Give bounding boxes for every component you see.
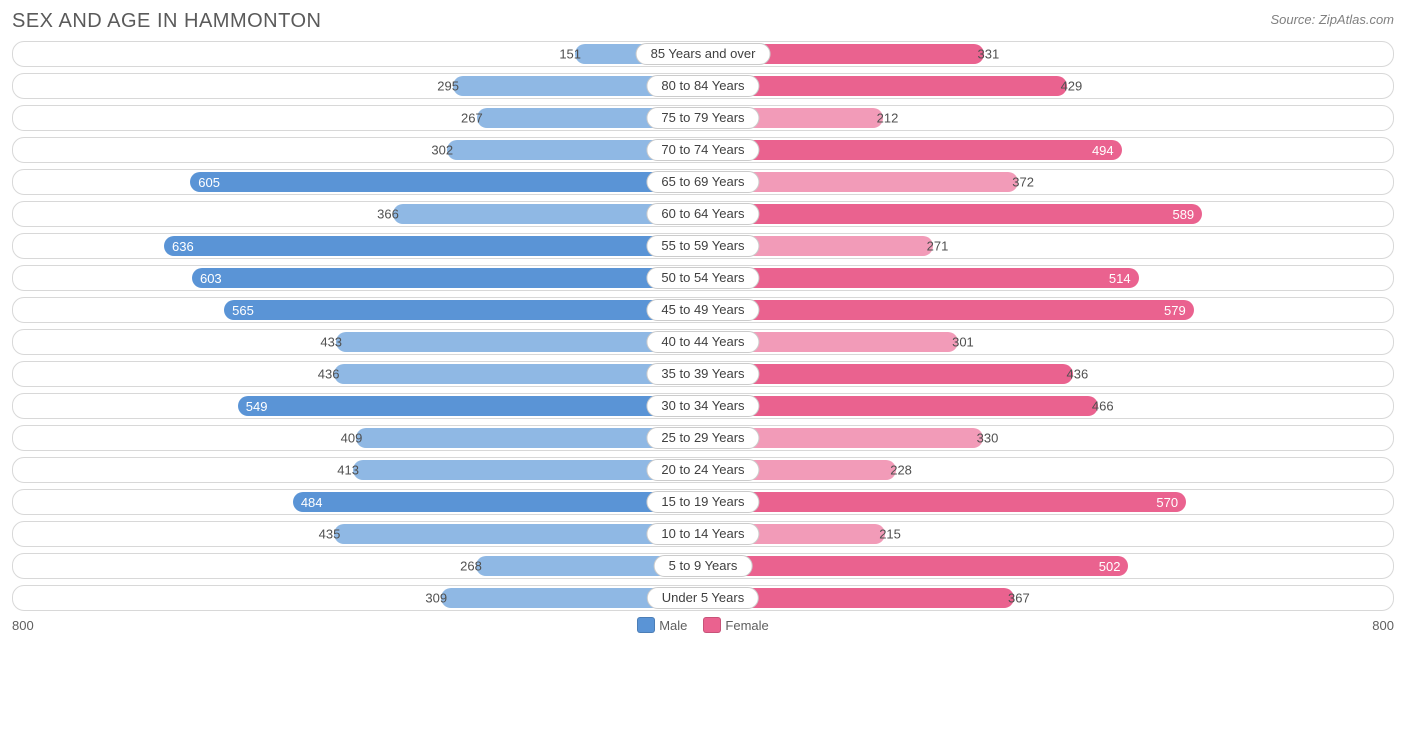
male-value: 565: [224, 303, 262, 318]
age-label: 30 to 34 Years: [646, 395, 759, 417]
age-label: 60 to 64 Years: [646, 203, 759, 225]
male-value: 436: [318, 367, 340, 382]
male-value: 433: [320, 335, 342, 350]
population-pyramid: 151 331 85 Years and over 295 429 80 to 84 Ye…: [12, 41, 1394, 611]
age-row: 267 212 75 to 79 Years: [12, 105, 1394, 131]
male-bar: 605: [190, 172, 703, 192]
legend-male-label: Male: [659, 618, 687, 633]
legend-female: Female: [703, 617, 768, 633]
male-value: 409: [341, 431, 363, 446]
chart-title: SEX AND AGE IN HAMMONTON: [12, 10, 321, 33]
age-row: 271 636 55 to 59 Years: [12, 233, 1394, 259]
female-value: 367: [1008, 591, 1030, 606]
age-row: 366 589 60 to 64 Years: [12, 201, 1394, 227]
age-label: 85 Years and over: [636, 43, 771, 65]
age-row: 372 605 65 to 69 Years: [12, 169, 1394, 195]
female-bar: 494: [703, 140, 1122, 160]
age-row: 302 494 70 to 74 Years: [12, 137, 1394, 163]
age-row: 413 228 20 to 24 Years: [12, 457, 1394, 483]
age-label: 70 to 74 Years: [646, 139, 759, 161]
male-value: 413: [337, 463, 359, 478]
male-value: 295: [437, 79, 459, 94]
legend-male: Male: [637, 617, 687, 633]
female-value: 429: [1061, 79, 1083, 94]
male-bar: 484: [293, 492, 703, 512]
age-label: 10 to 14 Years: [646, 523, 759, 545]
age-row: 151 331 85 Years and over: [12, 41, 1394, 67]
age-label: 50 to 54 Years: [646, 267, 759, 289]
female-bar: 570: [703, 492, 1186, 512]
male-bar: 636: [164, 236, 703, 256]
age-row: 268 502 5 to 9 Years: [12, 553, 1394, 579]
age-row: 436 436 35 to 39 Years: [12, 361, 1394, 387]
female-value: 215: [879, 527, 901, 542]
age-label: Under 5 Years: [647, 587, 759, 609]
age-row: 295 429 80 to 84 Years: [12, 73, 1394, 99]
axis-left-max: 800: [12, 618, 34, 633]
age-row: 603 514 50 to 54 Years: [12, 265, 1394, 291]
male-value: 605: [190, 175, 228, 190]
female-value: 494: [1084, 143, 1122, 158]
age-label: 25 to 29 Years: [646, 427, 759, 449]
age-row: 409 330 25 to 29 Years: [12, 425, 1394, 451]
female-value: 436: [1067, 367, 1089, 382]
female-bar: [703, 396, 1098, 416]
female-value: 570: [1148, 495, 1186, 510]
female-bar: 502: [703, 556, 1128, 576]
female-value: 466: [1092, 399, 1114, 414]
male-bar: 603: [192, 268, 703, 288]
age-label: 45 to 49 Years: [646, 299, 759, 321]
male-value: 435: [319, 527, 341, 542]
male-bar: 549: [238, 396, 703, 416]
female-value: 330: [977, 431, 999, 446]
male-value: 484: [293, 495, 331, 510]
female-bar: 579: [703, 300, 1194, 320]
age-label: 35 to 39 Years: [646, 363, 759, 385]
age-label: 65 to 69 Years: [646, 171, 759, 193]
age-label: 5 to 9 Years: [654, 555, 753, 577]
male-value: 636: [164, 239, 202, 254]
age-row: 466 549 30 to 34 Years: [12, 393, 1394, 419]
male-value: 267: [461, 111, 483, 126]
male-value: 151: [559, 47, 581, 62]
male-value: 366: [377, 207, 399, 222]
age-label: 75 to 79 Years: [646, 107, 759, 129]
female-value: 212: [877, 111, 899, 126]
source-label: Source: ZipAtlas.com: [1270, 12, 1394, 27]
female-value: 372: [1012, 175, 1034, 190]
female-bar: 589: [703, 204, 1202, 224]
axis-right-max: 800: [1372, 618, 1394, 633]
age-row: 433 301 40 to 44 Years: [12, 329, 1394, 355]
age-row: 565 579 45 to 49 Years: [12, 297, 1394, 323]
age-row: 435 215 10 to 14 Years: [12, 521, 1394, 547]
age-label: 55 to 59 Years: [646, 235, 759, 257]
female-value: 331: [978, 47, 1000, 62]
female-value: 589: [1164, 207, 1202, 222]
female-value: 228: [890, 463, 912, 478]
male-value: 603: [192, 271, 230, 286]
male-value: 302: [431, 143, 453, 158]
age-row: 484 570 15 to 19 Years: [12, 489, 1394, 515]
age-label: 80 to 84 Years: [646, 75, 759, 97]
male-swatch-icon: [637, 617, 655, 633]
female-value: 514: [1101, 271, 1139, 286]
female-value: 502: [1091, 559, 1129, 574]
male-value: 549: [238, 399, 276, 414]
female-value: 301: [952, 335, 974, 350]
age-label: 20 to 24 Years: [646, 459, 759, 481]
age-label: 15 to 19 Years: [646, 491, 759, 513]
male-bar: 565: [224, 300, 703, 320]
age-row: 309 367 Under 5 Years: [12, 585, 1394, 611]
male-value: 309: [425, 591, 447, 606]
age-label: 40 to 44 Years: [646, 331, 759, 353]
legend-female-label: Female: [725, 618, 768, 633]
female-value: 579: [1156, 303, 1194, 318]
legend: Male Female: [637, 617, 769, 633]
female-swatch-icon: [703, 617, 721, 633]
female-value: 271: [927, 239, 949, 254]
male-value: 268: [460, 559, 482, 574]
female-bar: 514: [703, 268, 1139, 288]
